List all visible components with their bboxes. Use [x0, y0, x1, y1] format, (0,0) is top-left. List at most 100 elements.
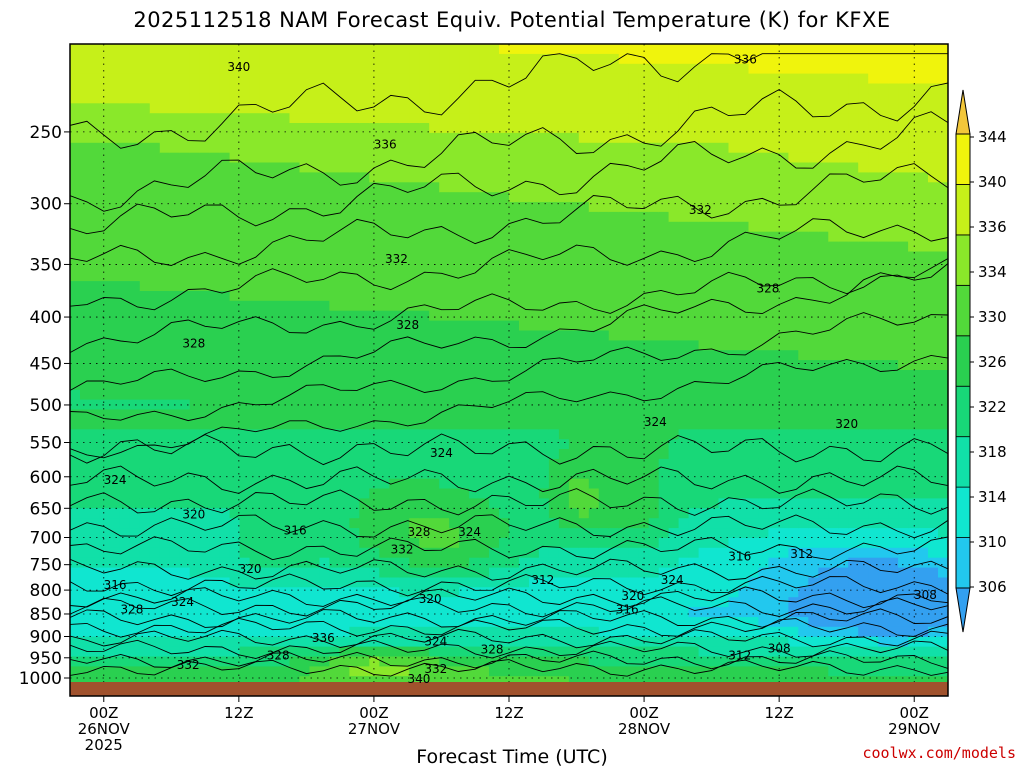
field-cell	[439, 518, 450, 529]
field-cell	[768, 676, 779, 687]
field-cell	[588, 626, 600, 638]
field-cell	[429, 192, 440, 203]
field-cell	[409, 53, 420, 65]
field-cell	[499, 547, 510, 559]
field-cell	[399, 508, 410, 519]
field-cell	[229, 498, 241, 509]
field-cell	[678, 429, 690, 440]
field-cell	[319, 113, 330, 124]
field-cell	[568, 192, 580, 203]
field-cell	[768, 607, 779, 618]
field-cell	[139, 73, 151, 85]
field-cell	[558, 271, 570, 282]
field-cell	[648, 399, 660, 411]
field-cell	[718, 458, 730, 470]
field-cell	[239, 271, 251, 282]
field-cell	[808, 281, 819, 292]
field-cell	[439, 547, 450, 559]
field-cell	[758, 63, 769, 75]
field-cell	[469, 162, 480, 173]
field-cell	[119, 458, 131, 470]
field-cell	[658, 281, 670, 292]
field-cell	[219, 409, 231, 420]
field-cell	[119, 73, 131, 85]
field-cell	[359, 399, 370, 411]
field-cell	[90, 330, 101, 341]
field-cell	[289, 370, 301, 381]
field-cell	[139, 340, 151, 351]
field-cell	[179, 261, 191, 272]
field-cell	[788, 350, 799, 361]
field-cell	[558, 557, 570, 569]
field-cell	[389, 152, 400, 164]
field-cell	[758, 360, 769, 371]
field-cell	[319, 547, 330, 559]
field-cell	[648, 498, 660, 509]
field-cell	[389, 310, 400, 322]
field-cell	[738, 468, 750, 480]
field-cell	[119, 617, 131, 628]
field-cell	[399, 320, 410, 332]
field-cell	[80, 528, 91, 539]
field-cell	[818, 93, 829, 104]
field-cell	[469, 597, 480, 608]
field-cell	[459, 567, 470, 579]
field-cell	[129, 172, 141, 183]
field-cell	[469, 676, 480, 687]
field-cell	[269, 330, 281, 341]
field-cell	[329, 73, 340, 85]
field-cell	[80, 389, 91, 401]
field-cell	[768, 182, 779, 193]
field-cell	[608, 113, 620, 124]
field-cell	[279, 221, 291, 233]
field-cell	[728, 360, 740, 371]
field-cell	[439, 132, 450, 144]
field-cell	[429, 231, 440, 243]
field-cell	[359, 221, 370, 233]
field-cell	[309, 547, 321, 559]
field-cell	[99, 389, 111, 401]
field-cell	[788, 656, 799, 667]
field-cell	[359, 577, 370, 588]
field-cell	[279, 44, 291, 55]
field-cell	[439, 152, 450, 164]
field-cell	[708, 231, 720, 243]
field-cell	[618, 389, 630, 401]
field-cell	[249, 291, 261, 302]
field-cell	[618, 607, 630, 618]
field-cell	[798, 241, 809, 253]
field-cell	[618, 113, 630, 124]
field-cell	[109, 123, 121, 134]
field-cell	[139, 93, 151, 104]
field-cell	[558, 547, 570, 559]
field-cell	[369, 646, 380, 658]
field-cell	[99, 261, 111, 272]
field-cell	[119, 557, 131, 569]
field-cell	[509, 607, 520, 618]
field-cell	[179, 458, 191, 470]
field-cell	[279, 389, 291, 401]
field-cell	[489, 63, 500, 75]
field-cell	[489, 93, 500, 104]
field-cell	[409, 162, 420, 173]
field-cell	[548, 389, 560, 401]
field-cell	[219, 53, 231, 65]
field-cell	[748, 63, 760, 75]
field-cell	[359, 537, 370, 549]
field-cell	[289, 537, 301, 549]
field-cell	[389, 587, 400, 598]
field-cell	[99, 142, 111, 154]
field-cell	[70, 291, 81, 302]
field-cell	[439, 113, 450, 124]
field-cell	[419, 607, 430, 618]
field-cell	[189, 192, 201, 203]
field-cell	[119, 370, 131, 381]
field-cell	[628, 626, 640, 638]
field-cell	[369, 123, 380, 134]
field-cell	[768, 202, 779, 213]
field-cell	[578, 132, 590, 144]
field-cell	[249, 439, 261, 450]
field-cell	[519, 330, 530, 341]
field-cell	[558, 152, 570, 164]
field-cell	[419, 73, 430, 85]
